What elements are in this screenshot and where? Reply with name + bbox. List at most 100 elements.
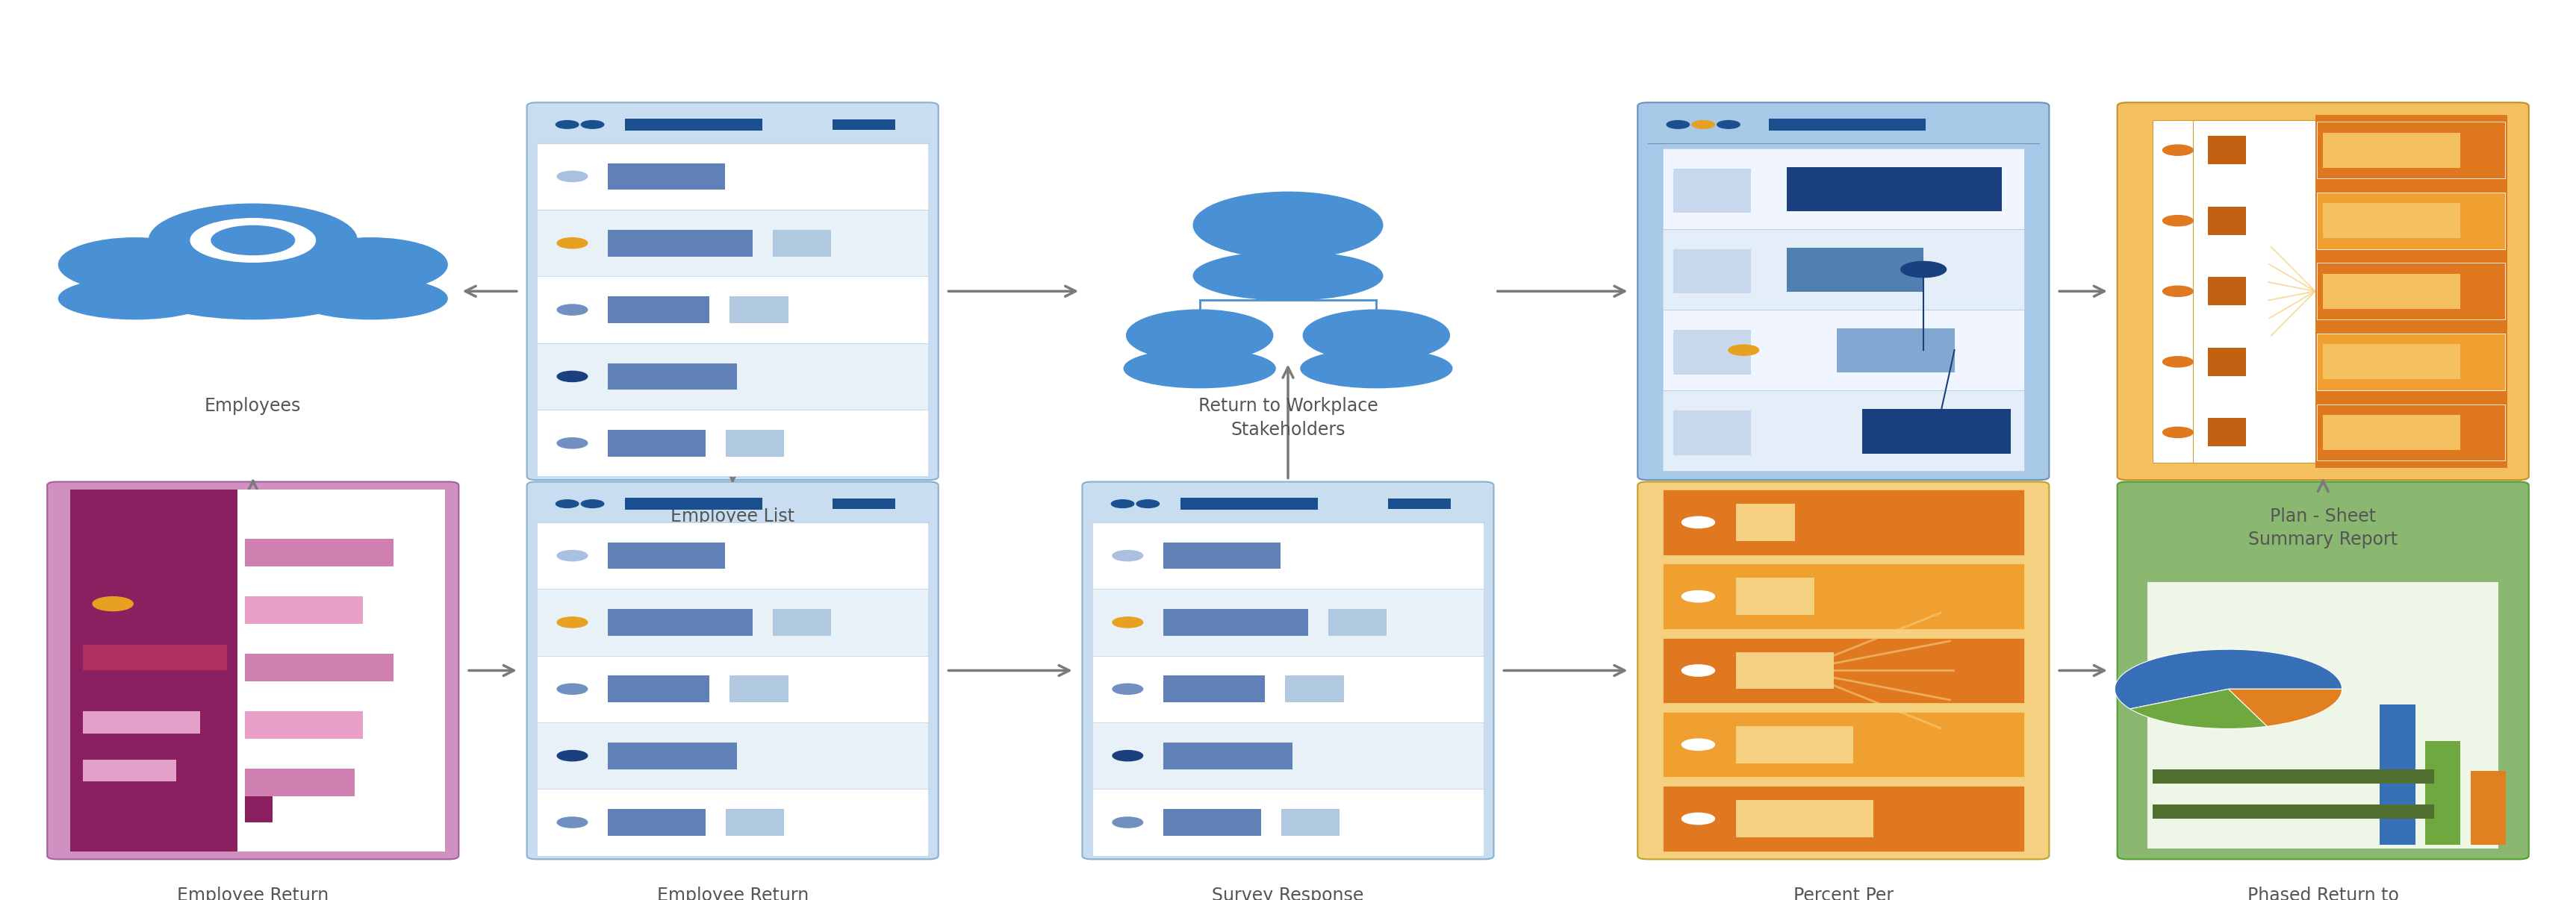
Bar bbox=[1664, 786, 2025, 851]
Bar bbox=[2154, 770, 2434, 783]
Circle shape bbox=[1667, 121, 1690, 129]
Text: Survey Response
Metrics: Survey Response Metrics bbox=[1213, 887, 1363, 900]
Text: Employee Return
to Work Survey
Response Sheet: Employee Return to Work Survey Response … bbox=[657, 887, 809, 900]
Bar bbox=[608, 543, 724, 569]
Circle shape bbox=[556, 121, 580, 129]
Bar bbox=[536, 522, 927, 589]
Bar bbox=[2324, 274, 2460, 309]
Bar bbox=[1162, 543, 1280, 569]
Bar bbox=[1672, 249, 1752, 293]
FancyBboxPatch shape bbox=[1638, 103, 2048, 480]
Bar bbox=[626, 498, 762, 510]
FancyBboxPatch shape bbox=[1082, 482, 1494, 860]
FancyBboxPatch shape bbox=[528, 482, 938, 860]
Circle shape bbox=[582, 121, 603, 129]
Bar bbox=[1162, 609, 1309, 635]
Bar bbox=[626, 119, 762, 130]
Bar bbox=[536, 789, 927, 856]
Bar bbox=[1664, 712, 2025, 778]
Ellipse shape bbox=[1123, 349, 1275, 388]
FancyBboxPatch shape bbox=[2117, 482, 2530, 860]
FancyBboxPatch shape bbox=[46, 482, 459, 860]
Bar bbox=[536, 410, 927, 476]
Circle shape bbox=[556, 171, 587, 182]
Ellipse shape bbox=[294, 278, 448, 320]
Bar bbox=[1162, 676, 1265, 702]
Circle shape bbox=[556, 617, 587, 627]
Bar bbox=[245, 711, 363, 739]
Ellipse shape bbox=[1193, 251, 1383, 300]
Text: Percent Per
Phase: Percent Per Phase bbox=[1793, 887, 1893, 900]
Bar bbox=[1280, 809, 1340, 836]
Circle shape bbox=[59, 238, 211, 292]
Bar bbox=[2208, 419, 2246, 446]
Bar bbox=[237, 490, 446, 851]
Bar bbox=[608, 742, 737, 769]
Bar bbox=[1664, 149, 2025, 472]
Bar bbox=[245, 769, 355, 796]
Bar bbox=[245, 653, 394, 681]
Bar bbox=[2324, 344, 2460, 380]
Bar bbox=[729, 296, 788, 323]
Bar bbox=[1788, 166, 2002, 212]
Bar bbox=[832, 119, 896, 130]
Bar bbox=[2208, 347, 2246, 376]
Bar bbox=[1664, 230, 2025, 310]
FancyBboxPatch shape bbox=[2154, 120, 2334, 463]
Text: Return to Workplace
Stakeholders: Return to Workplace Stakeholders bbox=[1198, 397, 1378, 438]
Bar bbox=[1092, 522, 1484, 589]
Wedge shape bbox=[2115, 649, 2342, 709]
Bar bbox=[1092, 789, 1484, 856]
Bar bbox=[245, 796, 273, 823]
Bar bbox=[1770, 119, 1924, 130]
Bar bbox=[2154, 805, 2434, 819]
Circle shape bbox=[1110, 500, 1133, 508]
Bar bbox=[608, 809, 706, 836]
FancyBboxPatch shape bbox=[2192, 120, 2352, 463]
Circle shape bbox=[93, 597, 134, 611]
Bar bbox=[1664, 490, 2025, 555]
Bar bbox=[2208, 136, 2246, 164]
Text: Employee List: Employee List bbox=[670, 508, 793, 526]
Bar bbox=[2316, 115, 2506, 468]
Bar bbox=[82, 644, 227, 671]
Circle shape bbox=[1303, 310, 1450, 361]
Bar bbox=[1664, 149, 2025, 230]
Bar bbox=[608, 676, 708, 702]
Bar bbox=[536, 210, 927, 276]
Bar bbox=[82, 711, 201, 734]
Bar bbox=[1162, 742, 1293, 769]
Circle shape bbox=[1113, 817, 1144, 828]
Circle shape bbox=[294, 238, 448, 292]
FancyBboxPatch shape bbox=[528, 103, 938, 480]
Bar bbox=[1285, 676, 1345, 702]
Bar bbox=[608, 363, 737, 390]
Bar bbox=[773, 230, 832, 256]
Bar bbox=[1388, 499, 1450, 509]
Bar bbox=[1329, 609, 1386, 635]
Bar bbox=[726, 809, 783, 836]
Bar bbox=[70, 490, 242, 851]
Bar bbox=[536, 276, 927, 343]
Bar bbox=[245, 597, 363, 625]
Text: Phased Return to
Workplace Plan: Phased Return to Workplace Plan bbox=[1767, 508, 1919, 549]
Bar bbox=[1788, 248, 1924, 292]
Bar bbox=[2318, 193, 2504, 249]
Circle shape bbox=[556, 551, 587, 561]
Bar bbox=[536, 589, 927, 656]
Circle shape bbox=[2164, 356, 2192, 367]
Bar bbox=[1664, 563, 2025, 629]
Bar bbox=[1862, 409, 2012, 454]
Circle shape bbox=[2164, 145, 2192, 156]
Bar bbox=[1736, 504, 1795, 541]
Bar bbox=[608, 230, 752, 256]
Circle shape bbox=[1113, 617, 1144, 627]
Circle shape bbox=[2164, 215, 2192, 226]
Bar bbox=[773, 609, 832, 635]
Circle shape bbox=[556, 371, 587, 382]
Bar bbox=[1162, 809, 1260, 836]
Circle shape bbox=[582, 500, 603, 508]
Circle shape bbox=[149, 204, 358, 276]
Bar bbox=[2318, 334, 2504, 390]
Bar bbox=[1736, 652, 1834, 689]
